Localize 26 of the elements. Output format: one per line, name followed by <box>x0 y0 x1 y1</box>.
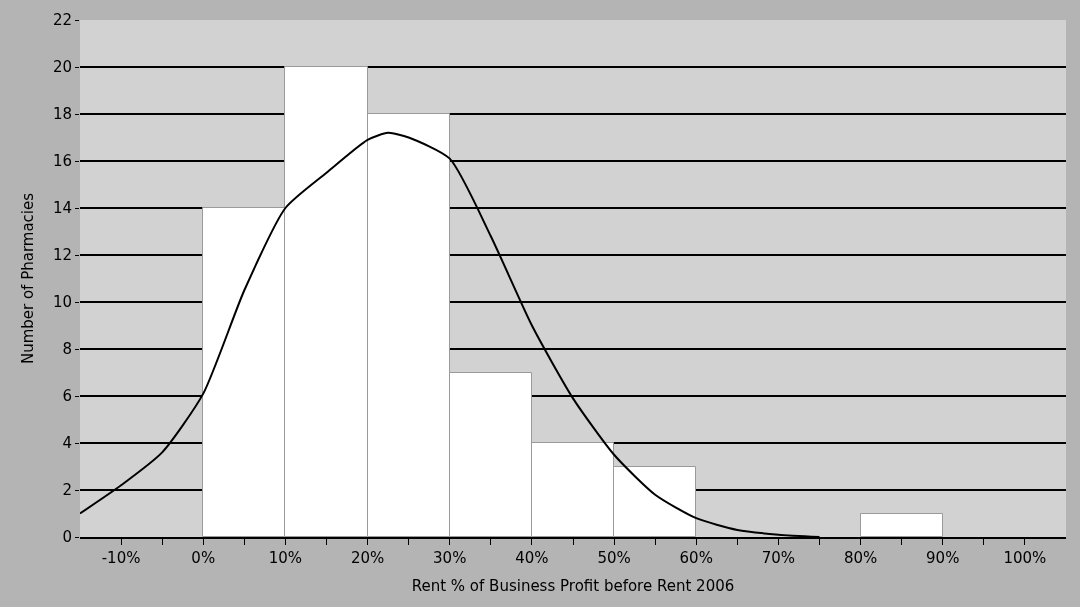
y-tick-label: 10 <box>52 293 72 312</box>
y-tick-label: 22 <box>52 11 72 30</box>
x-tick-label: 20% <box>350 548 385 567</box>
x-tick-label: 90% <box>926 548 960 567</box>
y-tick-label: 16 <box>52 152 72 171</box>
x-tick-label: 30% <box>433 548 467 567</box>
x-tick-label: 80% <box>843 548 878 567</box>
y-axis-title: Number of Pharmacies <box>19 192 38 365</box>
y-tick-label: 2 <box>62 481 72 500</box>
y-tick-label: 18 <box>52 105 72 124</box>
x-tick-label: 100% <box>1003 548 1047 567</box>
y-tick-label: 14 <box>52 199 72 218</box>
x-axis-title: Rent % of Business Profit before Rent 2006 <box>411 577 735 596</box>
x-tick-label: 40% <box>515 548 549 567</box>
x-tick-label: 60% <box>679 548 713 567</box>
x-tick-label: -10% <box>101 548 141 567</box>
y-tick-label: 20 <box>52 58 72 77</box>
x-tick-label: 0% <box>191 548 216 567</box>
x-tick-label: 70% <box>761 548 796 567</box>
y-tick-label: 0 <box>62 528 72 547</box>
x-tick-label: 10% <box>268 548 303 567</box>
y-tick-label: 12 <box>52 246 72 265</box>
y-tick-label: 4 <box>62 434 72 453</box>
y-tick-label: 6 <box>62 387 72 406</box>
y-tick-label: 8 <box>62 340 72 359</box>
x-tick-label: 50% <box>597 548 631 567</box>
